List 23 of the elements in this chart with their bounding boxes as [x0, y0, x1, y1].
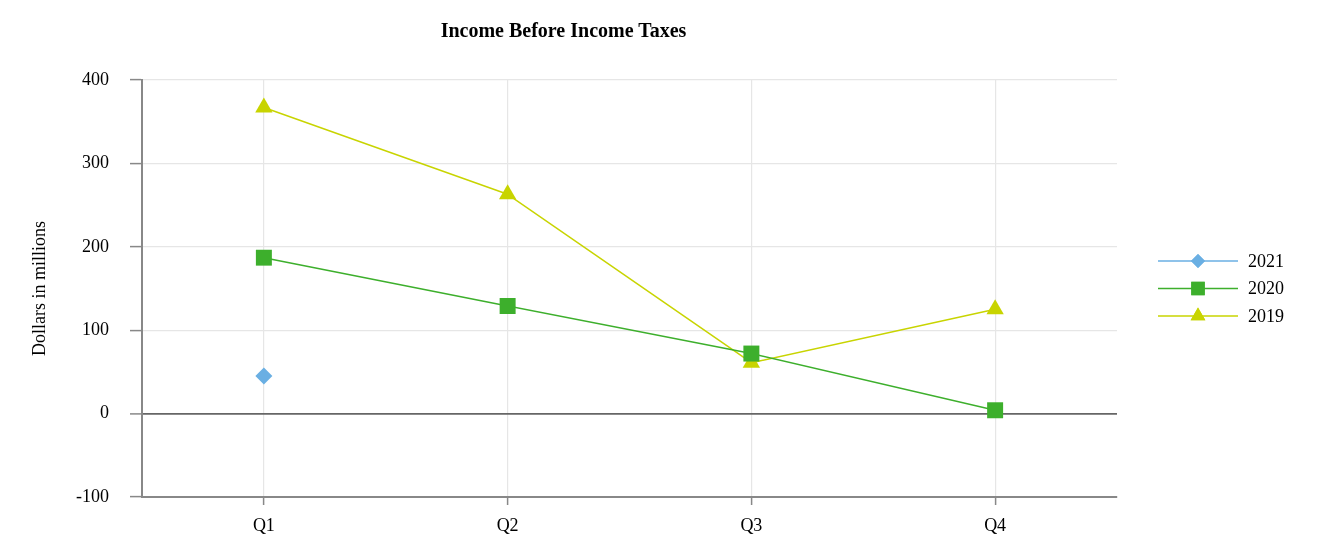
point — [986, 299, 1004, 315]
y-tick-label: 0 — [100, 402, 109, 423]
y-tick-label: -100 — [76, 485, 109, 506]
y-tick-label: 400 — [82, 68, 109, 89]
chart-title: Income Before Income Taxes — [440, 19, 687, 42]
point — [499, 298, 516, 314]
point — [743, 345, 760, 362]
point — [987, 402, 1004, 419]
point — [255, 97, 273, 113]
x-tick-label: Q1 — [252, 514, 275, 535]
y-axis-title: Dollars in millions — [28, 221, 49, 356]
x-tick-label: Q2 — [496, 514, 519, 535]
x-tick-label: Q4 — [984, 514, 1007, 535]
point — [255, 249, 272, 266]
point — [498, 184, 517, 200]
legend-label: 2019 — [1248, 305, 1284, 326]
point — [255, 367, 273, 385]
legend-label: 2020 — [1248, 278, 1284, 299]
x-tick-label: Q3 — [740, 514, 763, 535]
y-tick-label: 200 — [82, 235, 109, 256]
legend-label: 2021 — [1248, 250, 1284, 271]
y-tick-label: 300 — [82, 152, 109, 173]
y-tick-label: 100 — [82, 318, 109, 339]
